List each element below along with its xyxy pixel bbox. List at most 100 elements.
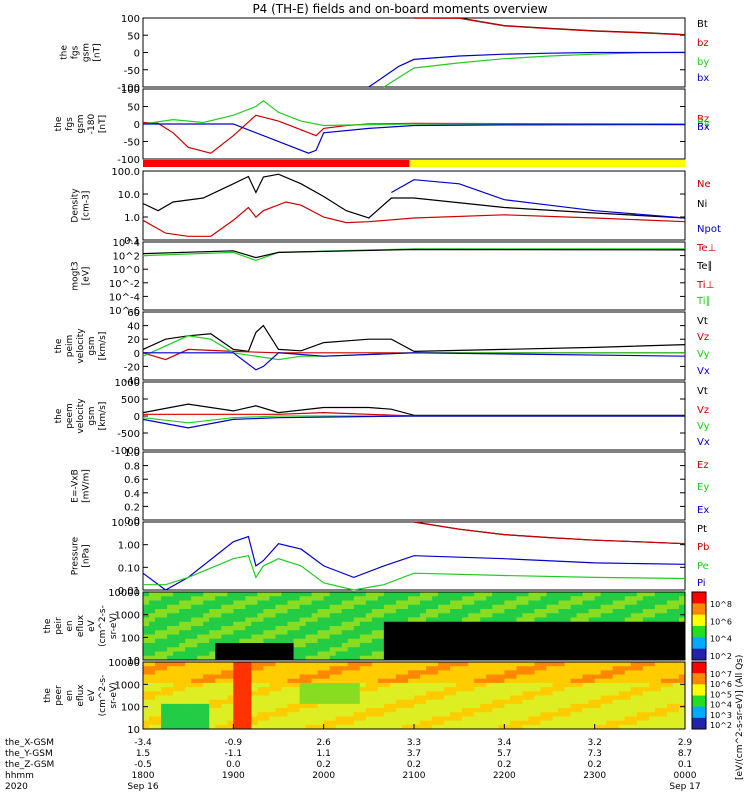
- heatmap-cell: [365, 604, 373, 610]
- heatmap-cell: [359, 712, 367, 717]
- heatmap-cell: [498, 662, 505, 667]
- series-line-Te∥: [142, 248, 686, 259]
- heatmap-cell: [287, 643, 295, 648]
- y-tick-label: 10000: [108, 658, 140, 669]
- legend-entry: Ey: [697, 482, 709, 493]
- heatmap-cell: [395, 687, 403, 692]
- heatmap-cell: [588, 592, 596, 597]
- heatmap-cell: [570, 613, 578, 618]
- heatmap-cell: [474, 691, 481, 696]
- heatmap-cell: [444, 674, 451, 680]
- heatmap-cell: [588, 708, 596, 713]
- heatmap-cell: [582, 691, 590, 696]
- heatmap-cell: [407, 643, 415, 648]
- heatmap-cell: [474, 621, 481, 627]
- heatmap-cell: [149, 613, 156, 618]
- heatmap-cell: [438, 638, 445, 644]
- heatmap-cell: [528, 720, 535, 726]
- heatmap-cell: [516, 724, 523, 730]
- heatmap-cell: [179, 674, 186, 680]
- heatmap-cell: [359, 687, 367, 692]
- heatmap-cell: [155, 720, 162, 726]
- heatmap-cell: [179, 604, 186, 610]
- heatmap-cell: [666, 666, 674, 671]
- heatmap-cell: [612, 662, 620, 667]
- heatmap-cell: [612, 720, 620, 726]
- heatmap-cell: [606, 596, 614, 601]
- heatmap-cell: [522, 638, 529, 644]
- heatmap-cell: [185, 655, 192, 661]
- heatmap-cell: [233, 708, 240, 713]
- heatmap-cell: [540, 662, 547, 667]
- heatmap-cell: [516, 716, 523, 722]
- heatmap-cell: [414, 695, 421, 701]
- heatmap-cell: [329, 670, 337, 676]
- heatmap-cell: [450, 703, 457, 709]
- heatmap-cell: [450, 621, 457, 627]
- heatmap-cell: [179, 682, 186, 688]
- heatmap-cell: [161, 600, 168, 606]
- y-tick-label: 0: [134, 412, 140, 423]
- heatmap-cell: [371, 687, 379, 692]
- heatmap-cell: [335, 724, 343, 730]
- heatmap-cell: [365, 630, 373, 635]
- heatmap-cell: [564, 720, 572, 726]
- heatmap-cell: [245, 621, 252, 627]
- heatmap-cell: [528, 655, 535, 661]
- heatmap-cell: [462, 626, 469, 631]
- heatmap-cell: [383, 651, 391, 657]
- heatmap-cell: [293, 596, 301, 601]
- heatmap-cell: [329, 716, 337, 722]
- heatmap-cell: [275, 655, 283, 661]
- heatmap-cell: [353, 687, 361, 692]
- heatmap-cell: [329, 626, 337, 631]
- heatmap-cell: [648, 613, 656, 618]
- heatmap-cell: [365, 703, 373, 709]
- heatmap-cell: [672, 621, 680, 627]
- heatmap-cell: [504, 604, 511, 610]
- heatmap-cell: [197, 655, 204, 661]
- heatmap-cell: [576, 609, 584, 614]
- heatmap-cell: [540, 609, 547, 614]
- heatmap-cell: [155, 699, 162, 705]
- heatmap-cell: [155, 626, 162, 631]
- heatmap-cell: [474, 592, 481, 597]
- heatmap-cell: [299, 596, 307, 601]
- heatmap-cell: [510, 630, 517, 635]
- heatmap-cell: [143, 678, 150, 684]
- heatmap-cell: [191, 670, 198, 676]
- heatmap-cell: [269, 666, 276, 671]
- heatmap-cell: [654, 643, 662, 648]
- heatmap-cell: [173, 703, 180, 709]
- heatmap-cell: [534, 643, 541, 648]
- heatmap-cell: [341, 617, 349, 623]
- heatmap-cell: [570, 638, 578, 644]
- heatmap-cell: [347, 600, 355, 606]
- heatmap-cell: [215, 708, 222, 713]
- heatmap-cell: [552, 666, 560, 671]
- y-tick-label: 0: [134, 49, 140, 60]
- heatmap-cell: [233, 621, 240, 627]
- heatmap-cell: [534, 647, 541, 652]
- heatmap-cell: [522, 682, 529, 688]
- heatmap-cell: [161, 691, 168, 696]
- heatmap-cell: [438, 609, 445, 614]
- heatmap-cell: [347, 712, 355, 717]
- heatmap-cell: [353, 670, 361, 676]
- heatmap-cell: [401, 638, 409, 644]
- heatmap-cell: [317, 691, 325, 696]
- heatmap-cell: [353, 703, 361, 709]
- heatmap-cell: [251, 670, 258, 676]
- heatmap-cell: [263, 682, 270, 688]
- heatmap-cell: [323, 638, 331, 644]
- heatmap-cell: [660, 617, 668, 623]
- heatmap-cell: [618, 638, 626, 644]
- heatmap-cell: [359, 703, 367, 709]
- heatmap-cell: [395, 643, 403, 648]
- heatmap-cell: [528, 596, 535, 601]
- heatmap-cell: [540, 712, 547, 717]
- heatmap-cell: [149, 712, 156, 717]
- heatmap-cell: [311, 626, 319, 631]
- heatmap-cell: [299, 643, 307, 648]
- heatmap-cell: [359, 643, 367, 648]
